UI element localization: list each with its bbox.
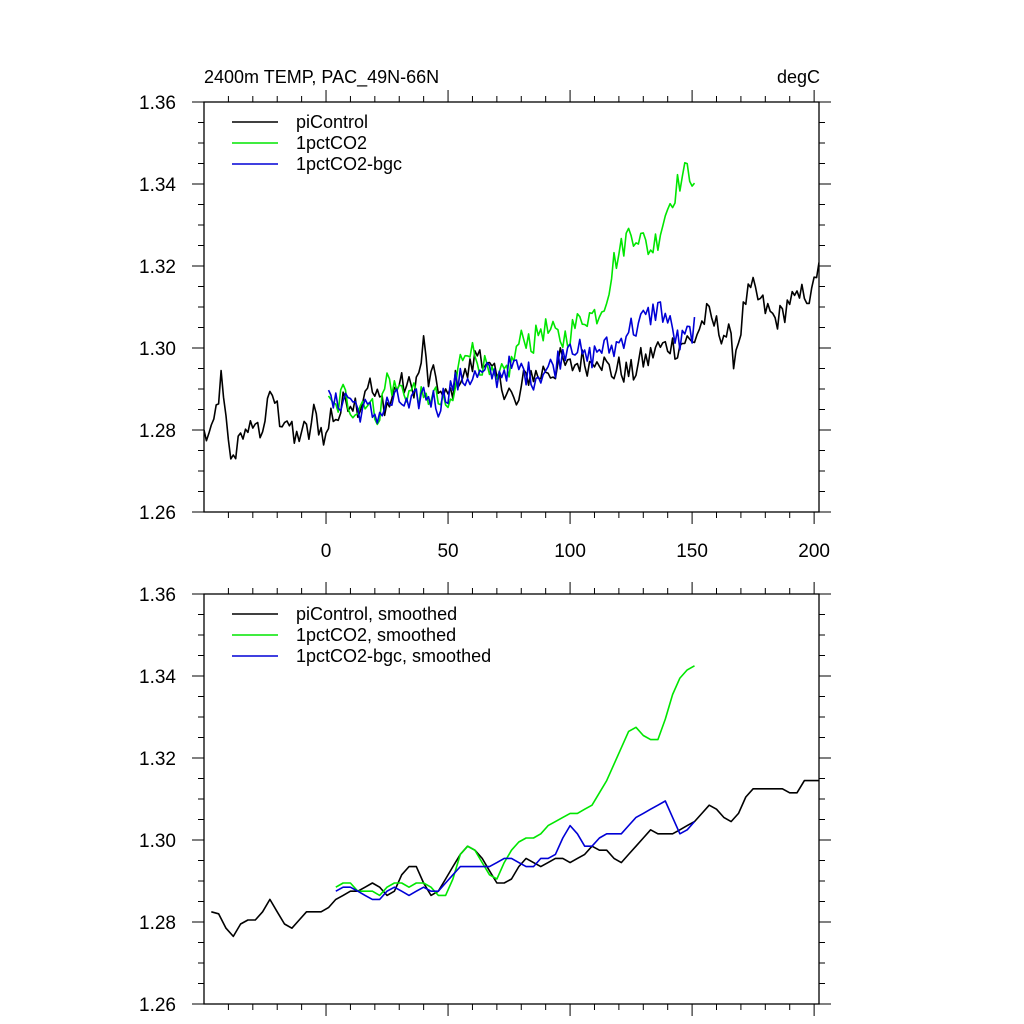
x-tick-label: 100 bbox=[554, 541, 586, 562]
x-tick-label: 200 bbox=[798, 541, 830, 562]
y-tick-label: 1.34 bbox=[139, 175, 176, 196]
top-panel-frame bbox=[203, 101, 820, 513]
x-tick-label: 150 bbox=[676, 541, 708, 562]
y-tick-label: 1.32 bbox=[139, 749, 176, 770]
y-tick-label: 1.34 bbox=[139, 667, 176, 688]
legend-label: 1pctCO2-bgc bbox=[296, 154, 402, 174]
legend-label: piControl, smoothed bbox=[296, 604, 457, 624]
top-panel-series bbox=[204, 162, 819, 460]
bottom-panel: 1.26 1.28 1.30 1.32 1.34 1.36 piControl, smoo… bbox=[139, 582, 831, 1016]
legend-label: 1pctCO2 bbox=[296, 133, 367, 153]
series-line-1pctco2-bgc bbox=[335, 800, 696, 901]
top-panel-units: degC bbox=[777, 67, 820, 87]
y-tick-label: 1.30 bbox=[139, 339, 176, 360]
series-line-1pctco2 bbox=[335, 665, 695, 897]
x-tick-label: 0 bbox=[321, 541, 332, 562]
legend-label: piControl bbox=[296, 112, 368, 132]
y-tick-label: 1.32 bbox=[139, 257, 176, 278]
y-tick-label: 1.26 bbox=[139, 503, 176, 524]
top-panel-ticks: 1.26 1.28 1.30 1.32 1.34 1.36 0 50 100 150 200 bbox=[139, 90, 831, 562]
series-line-1pctco2-bgc bbox=[327, 301, 696, 424]
legend-label: 1pctCO2, smoothed bbox=[296, 625, 456, 645]
y-tick-label: 1.36 bbox=[139, 93, 176, 114]
bottom-panel-ticks: 1.26 1.28 1.30 1.32 1.34 1.36 bbox=[139, 582, 831, 1016]
y-tick-label: 1.28 bbox=[139, 913, 176, 934]
y-tick-label: 1.26 bbox=[139, 995, 176, 1016]
series-line-1pctco2 bbox=[327, 162, 696, 426]
top-panel-title: 2400m TEMP, PAC_49N-66N bbox=[204, 67, 439, 88]
y-tick-label: 1.30 bbox=[139, 831, 176, 852]
bottom-panel-frame bbox=[203, 593, 820, 1005]
series-line-picontrol bbox=[211, 779, 819, 938]
x-tick-label: 50 bbox=[437, 541, 458, 562]
top-panel: 2400m TEMP, PAC_49N-66N degC 1.26 1.28 1.3… bbox=[139, 67, 831, 562]
legend-label: 1pctCO2-bgc, smoothed bbox=[296, 646, 491, 666]
y-tick-label: 1.28 bbox=[139, 421, 176, 442]
y-tick-label: 1.36 bbox=[139, 585, 176, 606]
bottom-panel-series bbox=[211, 665, 819, 938]
series-line-picontrol bbox=[204, 262, 819, 460]
